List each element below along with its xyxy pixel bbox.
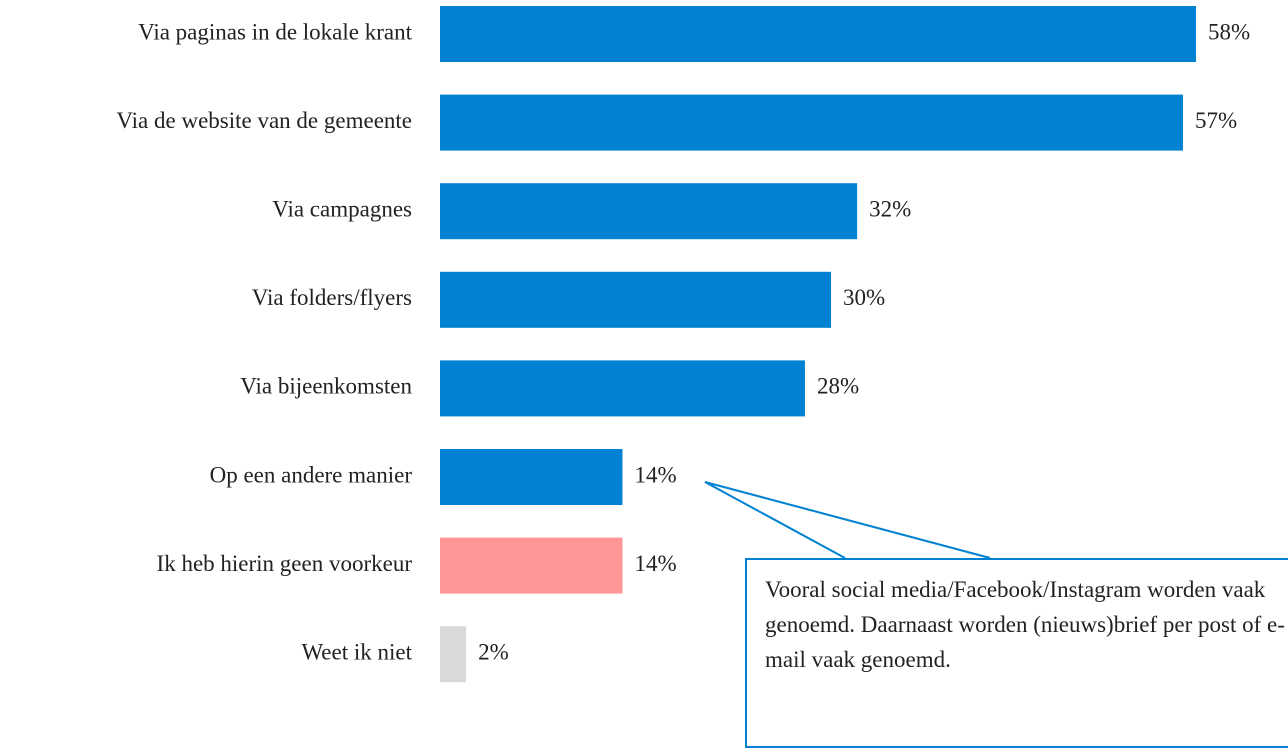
bar (440, 183, 858, 240)
category-label: Op een andere manier (210, 462, 413, 487)
callout-pointer (704, 481, 991, 559)
value-label: 58% (1208, 19, 1250, 44)
bar (440, 360, 805, 417)
category-label: Ik heb hierin geen voorkeur (157, 551, 413, 576)
value-label: 57% (1195, 108, 1237, 133)
category-label: Via paginas in de lokale krant (138, 19, 412, 44)
value-label: 32% (869, 196, 911, 221)
category-label: Via de website van de gemeente (116, 108, 412, 133)
bar (440, 94, 1183, 151)
value-label: 14% (634, 551, 676, 576)
value-label: 2% (478, 639, 509, 664)
bar (440, 537, 623, 594)
bar (440, 271, 832, 328)
value-label: 28% (817, 374, 859, 399)
category-label: Via campagnes (272, 196, 412, 221)
bar (440, 449, 623, 505)
annotation: Vooral social media/Facebook/Instagram w… (745, 558, 1288, 748)
value-label: 30% (843, 285, 885, 310)
value-label: 14% (634, 462, 676, 487)
category-label: Weet ik niet (301, 639, 412, 664)
bar (440, 6, 1196, 62)
category-label: Via folders/flyers (252, 285, 412, 310)
category-label: Via bijeenkomsten (240, 374, 412, 399)
bar (440, 626, 467, 683)
